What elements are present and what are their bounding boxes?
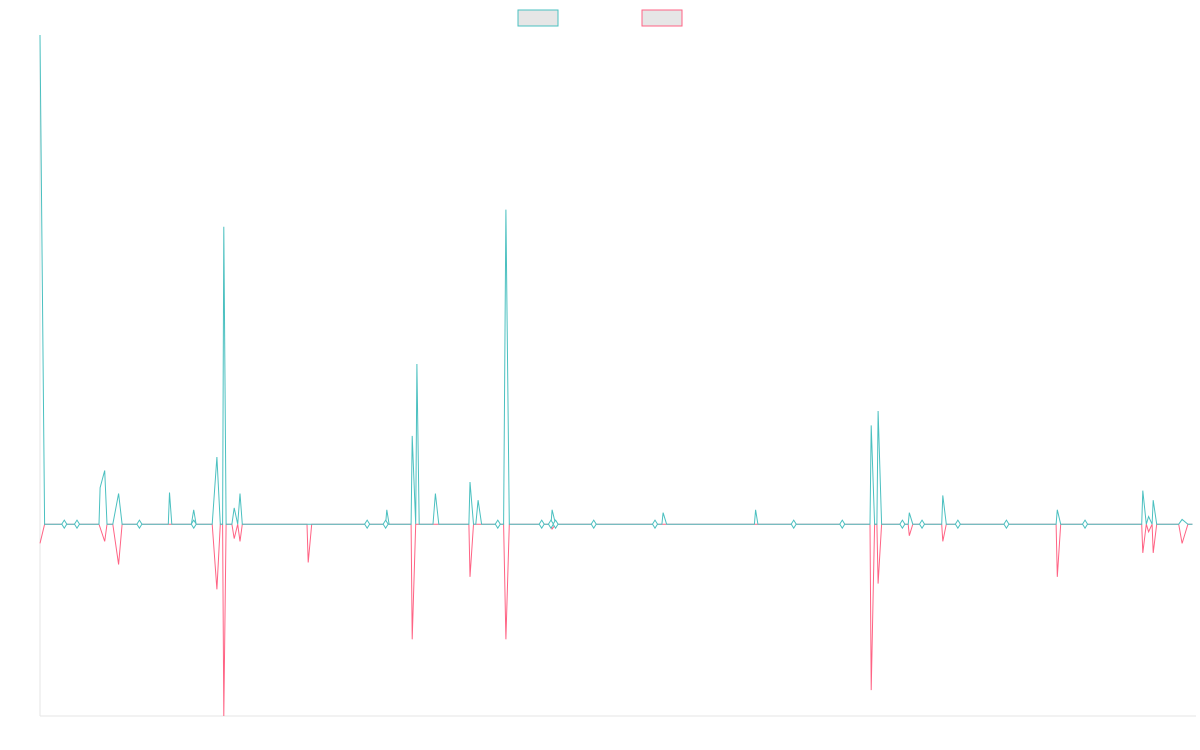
data-point-marker[interactable]: [590, 519, 597, 530]
data-point-marker[interactable]: [1081, 519, 1089, 530]
legend-swatch-2[interactable]: [641, 9, 683, 27]
series-line-1: [39, 34, 1193, 525]
legend-swatch-1[interactable]: [517, 9, 559, 27]
series-line-2: [39, 523, 1193, 717]
data-point-marker[interactable]: [552, 519, 559, 530]
data-point-marker[interactable]: [1003, 519, 1010, 530]
data-point-marker[interactable]: [790, 519, 797, 530]
data-point-marker[interactable]: [73, 519, 81, 530]
data-point-marker[interactable]: [899, 519, 906, 530]
data-point-marker[interactable]: [61, 519, 68, 530]
data-point-marker[interactable]: [547, 519, 555, 530]
data-point-marker[interactable]: [190, 519, 197, 530]
plot-area: [39, 34, 1196, 717]
data-point-marker[interactable]: [364, 519, 371, 530]
data-point-marker[interactable]: [839, 519, 846, 530]
data-point-marker[interactable]: [136, 519, 143, 530]
data-point-marker[interactable]: [954, 519, 961, 530]
data-point-marker[interactable]: [918, 519, 926, 530]
data-point-marker[interactable]: [382, 519, 389, 530]
data-point-marker[interactable]: [651, 519, 659, 530]
data-point-marker[interactable]: [494, 519, 501, 530]
data-point-marker[interactable]: [538, 519, 545, 530]
legend[interactable]: [517, 9, 683, 27]
